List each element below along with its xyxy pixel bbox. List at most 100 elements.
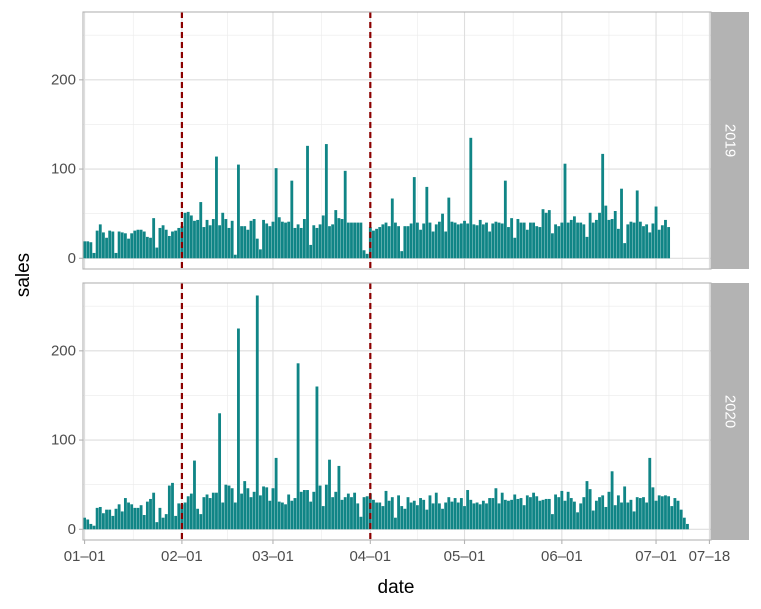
bar [573,501,576,530]
bar [340,499,344,530]
bar [92,252,96,259]
bar [353,222,357,259]
bar [516,219,520,259]
bar [532,222,536,259]
bar [158,227,162,259]
bar [610,471,614,530]
bar [274,457,278,530]
bar [89,523,93,530]
x-tick-label: 04–01 [349,548,391,565]
bar [290,500,294,530]
y-axis-title: sales [13,253,34,297]
bar [525,229,529,259]
bar [293,227,297,259]
bar [199,514,203,530]
bar [503,180,507,259]
bar [262,486,265,530]
bar [453,222,457,259]
bar [638,498,642,530]
bar [315,227,319,259]
bar [123,498,127,530]
bar [456,502,460,530]
bar [321,506,325,530]
bar [321,215,325,259]
bar [230,488,234,530]
bar [629,499,633,530]
bar [503,499,507,530]
bar [588,212,592,259]
bar [375,502,379,530]
bar [161,517,165,530]
bar [491,223,495,259]
bar [607,491,611,530]
bar [563,500,567,530]
bar [111,231,115,259]
bar [403,226,407,259]
bar [645,224,649,259]
bar [155,522,159,530]
bar [95,230,99,259]
bar [145,236,149,259]
panel-background [83,12,711,269]
bar [167,235,171,259]
bar [616,228,620,259]
bar [554,224,557,259]
bar [237,164,240,259]
bar [255,295,259,530]
bar [378,227,382,259]
bar [657,495,661,530]
bar [507,227,510,259]
bar [573,216,576,259]
bar [133,230,137,259]
bar [616,495,620,530]
bar [362,250,366,259]
bar [243,226,247,259]
bar [635,497,639,530]
bar [83,241,86,259]
bar [158,507,162,530]
bar [447,497,451,530]
bar [92,525,96,530]
bar [409,223,413,259]
bar [400,251,404,259]
bar [362,497,366,530]
bar [604,205,608,259]
bar [299,491,303,530]
bar [98,224,102,259]
bar [130,504,134,530]
bar [171,231,174,259]
x-tick-label: 06–01 [541,548,583,565]
bar [252,219,256,259]
bar [246,229,250,259]
bar [450,501,454,530]
bar [218,413,222,530]
bar [365,496,369,530]
bar [98,506,102,530]
bar [237,328,240,530]
bar [102,232,105,259]
bar [284,504,287,530]
bar [579,222,583,259]
bar [485,222,488,259]
bar [519,498,523,530]
bar [249,497,253,530]
bar [105,237,108,259]
bar [287,221,291,259]
bar [544,498,548,530]
bar [123,233,127,259]
bar [309,501,313,530]
bar [394,517,397,530]
bar [350,222,353,259]
bar [202,227,206,259]
bar [676,500,680,530]
bar [535,226,539,259]
bar [136,229,140,259]
bar [667,496,671,530]
bar [268,226,272,259]
bar [437,503,441,530]
bar [193,460,196,530]
bar [334,491,338,530]
bar [174,515,178,530]
bar [642,226,645,259]
bar [566,222,570,259]
